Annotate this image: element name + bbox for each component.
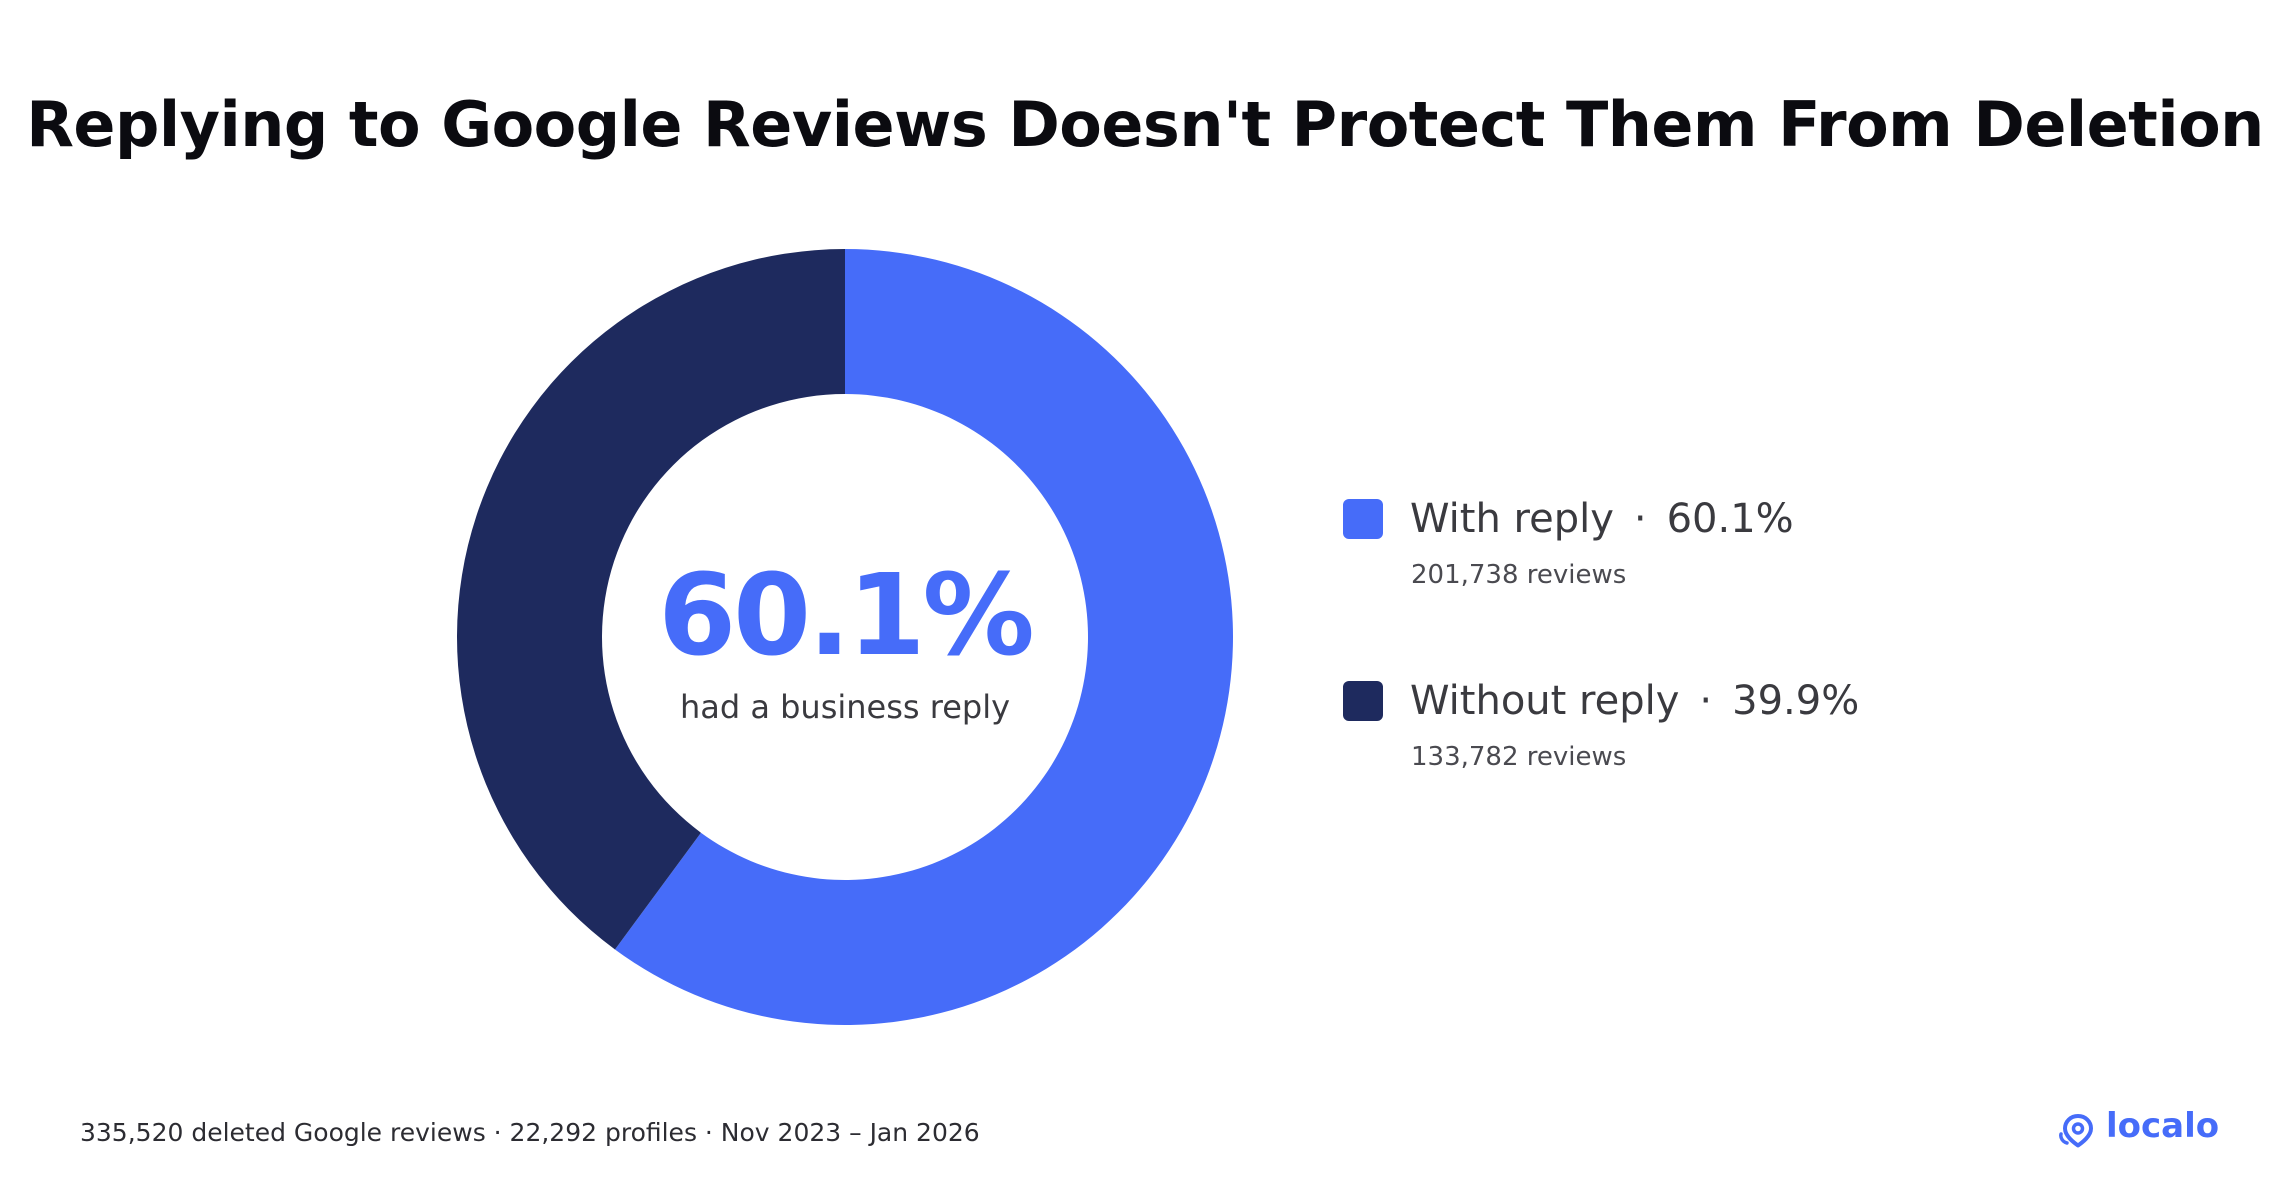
legend-count-with-reply: 201,738 reviews [1411, 560, 1627, 590]
brand-name: localo [2106, 1106, 2220, 1146]
legend-swatch-without-reply [1343, 681, 1383, 721]
donut-slice-without-reply [457, 249, 845, 950]
center-percentage: 60.1% [658, 551, 1035, 681]
legend-percent-with-reply: 60.1% [1666, 496, 1794, 542]
legend-separator: · [1633, 496, 1647, 542]
legend-separator: · [1699, 678, 1713, 724]
location-pin-icon [2059, 1114, 2093, 1148]
legend-main-with-reply: With reply · 60.1% [1410, 496, 1794, 542]
legend-percent-without-reply: 39.9% [1732, 678, 1860, 724]
legend-label-with-reply: With reply [1410, 496, 1614, 542]
chart-title: Replying to Google Reviews Doesn't Prote… [26, 88, 2264, 161]
donut-slice-with-reply [614, 249, 1233, 1025]
legend-swatch-with-reply [1343, 499, 1383, 539]
legend-count-without-reply: 133,782 reviews [1411, 742, 1627, 772]
footer-source-note: 335,520 deleted Google reviews · 22,292 … [80, 1118, 980, 1147]
legend-main-without-reply: Without reply · 39.9% [1410, 678, 1859, 724]
legend-label-without-reply: Without reply [1410, 678, 1680, 724]
center-caption: had a business reply [679, 688, 1011, 726]
